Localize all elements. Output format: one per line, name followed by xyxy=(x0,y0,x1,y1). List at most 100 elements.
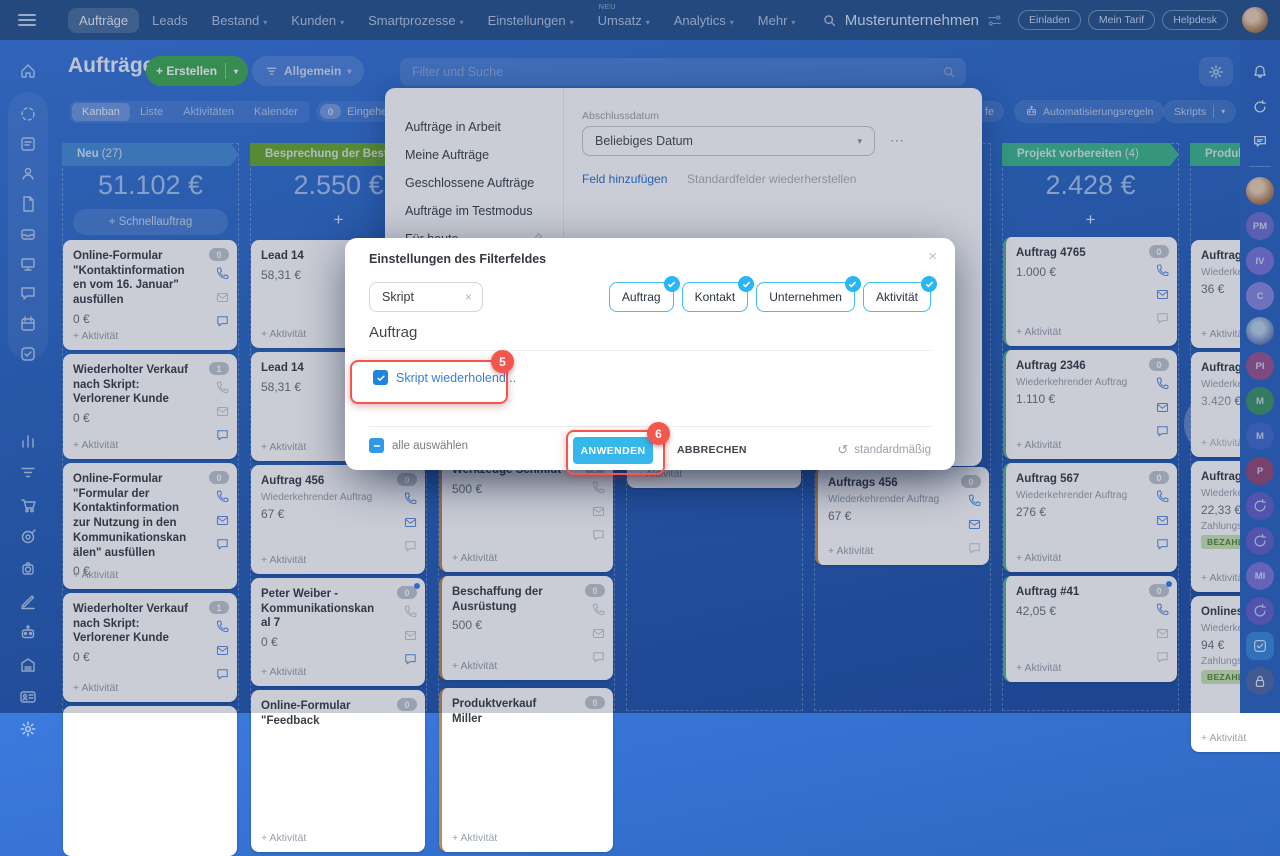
add-activity-link[interactable]: + Aktivität xyxy=(1201,732,1247,744)
clear-icon[interactable]: × xyxy=(464,290,472,304)
rail-sync-badge-icon[interactable] xyxy=(1246,527,1274,555)
scripts-button[interactable]: Skripts ▾ xyxy=(1163,100,1237,123)
sign-icon[interactable] xyxy=(19,592,37,610)
preset-auftrage-in-arbeit[interactable]: Aufträge in Arbeit xyxy=(385,114,563,140)
automation-rules-button[interactable]: Automatisierungsregeln xyxy=(1014,100,1165,123)
hamburger-menu-icon[interactable] xyxy=(18,14,36,26)
card-auftrag-#41[interactable]: Auftrag #41 42,05 € 0 + Aktivität xyxy=(1003,576,1177,682)
tasks-icon[interactable] xyxy=(19,345,37,363)
rail-avatar[interactable] xyxy=(1246,317,1274,345)
chat-icon[interactable] xyxy=(1156,538,1169,556)
add-activity-link[interactable]: + Aktivität xyxy=(1201,328,1247,340)
chat-icon[interactable] xyxy=(968,542,981,560)
bots-icon[interactable] xyxy=(19,624,37,642)
funnel-icon[interactable] xyxy=(19,464,37,482)
add-activity-link[interactable]: + Aktivität xyxy=(452,832,498,844)
card-online-formular-feedback[interactable]: Online-Formular "Feedback 0 + Aktivität xyxy=(251,690,425,852)
nav-analytics[interactable]: Analytics ▾ xyxy=(663,8,745,33)
user-avatar[interactable] xyxy=(1242,7,1268,33)
board-settings-button[interactable] xyxy=(1199,57,1233,86)
rail-user-pm[interactable]: PM xyxy=(1246,212,1274,240)
add-activity-link[interactable]: + Aktivität xyxy=(73,330,119,342)
phone-icon[interactable] xyxy=(1156,377,1169,395)
column-header[interactable]: Neu (27) xyxy=(62,143,239,166)
topbar-helpdesk-button[interactable]: Helpdesk xyxy=(1162,10,1228,30)
phone-icon[interactable] xyxy=(968,494,981,512)
chat-icon[interactable] xyxy=(592,651,605,669)
nav-mehr[interactable]: Mehr ▾ xyxy=(747,8,807,33)
rail-chat-icon[interactable] xyxy=(1246,128,1274,156)
option-checkbox-row[interactable]: Skript wiederholend... xyxy=(373,370,516,385)
add-activity-link[interactable]: + Aktivität xyxy=(452,552,498,564)
card-auftrag-4765[interactable]: Auftrag 4765 1.000 € 0 + Aktivität xyxy=(1003,237,1177,346)
filter-preset-button[interactable]: Allgemein ▾ xyxy=(252,56,365,86)
calendar-icon[interactable] xyxy=(19,315,37,333)
phone-icon[interactable] xyxy=(592,603,605,621)
entity-tag-unternehmen[interactable]: Unternehmen xyxy=(756,276,861,312)
add-card-button[interactable]: + xyxy=(1085,210,1096,229)
create-button[interactable]: + Erstellen ▾ xyxy=(146,56,249,86)
shop-icon[interactable] xyxy=(19,496,37,514)
add-activity-link[interactable]: + Aktivität xyxy=(73,569,119,581)
filter-chip-input[interactable]: Skript × xyxy=(369,282,483,312)
phone-icon[interactable] xyxy=(1156,603,1169,621)
rail-lock-icon[interactable] xyxy=(1246,667,1274,695)
close-icon[interactable]: × xyxy=(928,248,937,265)
id-card-icon[interactable] xyxy=(19,688,37,706)
phone-icon[interactable] xyxy=(216,381,229,399)
mail-icon[interactable] xyxy=(592,627,605,645)
documents-icon[interactable] xyxy=(19,195,37,213)
phone-icon[interactable] xyxy=(1156,490,1169,508)
card-auftrag-2346[interactable]: Auftrag 2346 Wiederkehrender Auftrag 1.110… xyxy=(1003,350,1177,459)
add-activity-link[interactable]: + Aktivität xyxy=(452,660,498,672)
apply-button[interactable]: ANWENDEN xyxy=(573,437,653,464)
nav-smartprozesse[interactable]: Smartprozesse ▾ xyxy=(357,8,474,33)
rail-sync-badge-icon[interactable] xyxy=(1246,597,1274,625)
tab-kalender[interactable]: Kalender xyxy=(253,106,298,118)
rail-sync-badge-icon[interactable] xyxy=(1246,492,1274,520)
contacts-icon[interactable] xyxy=(19,165,37,183)
preset-geschlossene-auftrage[interactable]: Geschlossene Aufträge xyxy=(385,170,563,196)
rail-user-pi[interactable]: PI xyxy=(1246,352,1274,380)
mail-icon[interactable] xyxy=(216,514,229,532)
rail-user-p[interactable]: P xyxy=(1246,457,1274,485)
more-options-icon[interactable]: ⋯ xyxy=(890,132,905,148)
nav-bestand[interactable]: Bestand ▾ xyxy=(201,8,279,33)
chat-icon[interactable] xyxy=(1156,312,1169,330)
phone-icon[interactable] xyxy=(1156,264,1169,282)
inbox-icon[interactable] xyxy=(19,225,37,243)
date-select[interactable]: Beliebiges Datum ▾ xyxy=(582,126,875,156)
preset-meine-auftrage[interactable]: Meine Aufträge xyxy=(385,142,563,168)
search-input[interactable] xyxy=(400,65,942,79)
card-online-formular-kontaktinfor[interactable]: Online-Formular "Kontaktinformationen vo… xyxy=(63,240,237,350)
add-card-button[interactable]: + xyxy=(333,210,344,229)
add-activity-link[interactable]: + Aktivität xyxy=(1201,437,1247,449)
cancel-button[interactable]: ABBRECHEN xyxy=(677,444,747,456)
goals-icon[interactable] xyxy=(19,528,37,546)
chat-icon[interactable] xyxy=(216,315,229,333)
chat-icon[interactable] xyxy=(19,285,37,303)
chat-icon[interactable] xyxy=(404,540,417,558)
nav-einstellungen[interactable]: Einstellungen ▾ xyxy=(477,8,585,33)
add-activity-link[interactable]: + Aktivität xyxy=(261,832,307,844)
phone-icon[interactable] xyxy=(404,492,417,510)
card-wiederholter-verkauf-nach-sk[interactable]: Wiederholter Verkauf nach Skript: Verlor… xyxy=(63,354,237,459)
card-partial[interactable] xyxy=(63,706,237,856)
mail-icon[interactable] xyxy=(404,516,417,534)
chat-icon[interactable] xyxy=(1156,425,1169,443)
rail-task-icon[interactable] xyxy=(1246,632,1274,660)
rail-user-m[interactable]: M xyxy=(1246,387,1274,415)
mail-icon[interactable] xyxy=(216,291,229,309)
add-activity-link[interactable]: + Aktivität xyxy=(1016,326,1062,338)
entity-tag-aktivitat[interactable]: Aktivität xyxy=(862,276,937,312)
archive-icon[interactable] xyxy=(19,656,37,674)
add-activity-link[interactable]: + Aktivität xyxy=(1016,662,1062,674)
card-wiederholter-verkauf-nach-sk[interactable]: Wiederholter Verkauf nach Skript: Verlor… xyxy=(63,593,237,702)
add-activity-link[interactable]: + Aktivität xyxy=(1016,552,1062,564)
add-activity-link[interactable]: + Aktivität xyxy=(73,682,119,694)
phone-icon[interactable] xyxy=(216,267,229,285)
restore-fields-link[interactable]: Standardfelder wiederherstellen xyxy=(687,172,857,186)
settings-icon[interactable] xyxy=(19,720,37,738)
scroll-right-button[interactable]: › xyxy=(1184,394,1244,454)
card-online-formular-formular-der[interactable]: Online-Formular "Formular der Kontaktinf… xyxy=(63,463,237,589)
